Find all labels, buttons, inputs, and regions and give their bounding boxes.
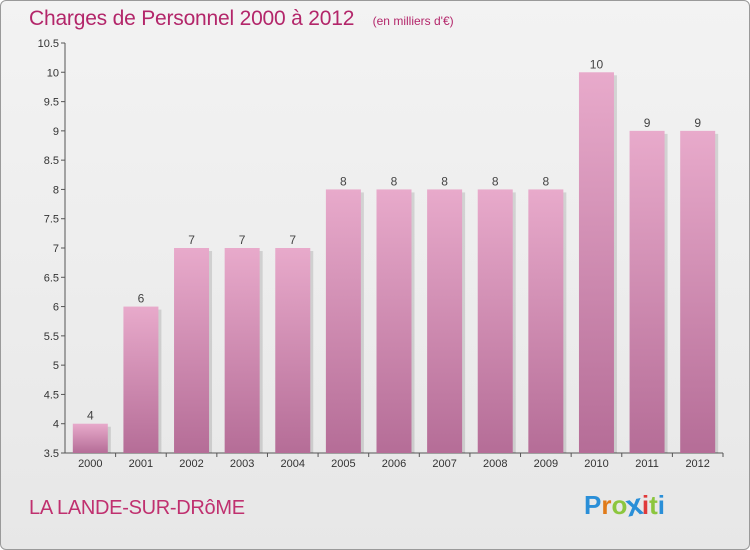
y-tick-label: 9.5 bbox=[44, 97, 59, 109]
title-row: Charges de Personnel 2000 à 2012 (en mil… bbox=[29, 7, 454, 31]
chart-title: Charges de Personnel 2000 à 2012 bbox=[29, 7, 355, 30]
x-tick-label: 2004 bbox=[281, 458, 305, 470]
value-label: 7 bbox=[188, 233, 195, 247]
bar-2007 bbox=[427, 189, 463, 453]
x-tick-label: 2008 bbox=[483, 458, 507, 470]
bar-2004 bbox=[275, 248, 311, 453]
y-tick-label: 8 bbox=[53, 184, 59, 196]
y-tick-label: 7 bbox=[53, 243, 59, 255]
x-tick-label: 2010 bbox=[584, 458, 608, 470]
logo-letter: P bbox=[584, 490, 602, 520]
value-label: 9 bbox=[644, 116, 651, 130]
bar-2006 bbox=[376, 189, 412, 453]
value-label: 6 bbox=[138, 292, 145, 306]
logo-letter: r bbox=[601, 490, 612, 520]
value-label: 8 bbox=[441, 174, 448, 188]
value-label: 8 bbox=[391, 174, 398, 188]
bars: 4 6 7 7 7 8 8 8 8 8 10 9 9 bbox=[72, 57, 719, 454]
bar-2012 bbox=[680, 130, 716, 453]
value-label: 4 bbox=[87, 409, 94, 423]
value-label: 9 bbox=[694, 116, 701, 130]
x-tick-label: 2000 bbox=[78, 458, 102, 470]
logo-letter: i bbox=[657, 490, 665, 520]
y-tick-label: 10.5 bbox=[38, 38, 59, 50]
bar-2002 bbox=[174, 248, 210, 453]
bar-2001 bbox=[123, 306, 159, 453]
x-tick-label: 2009 bbox=[534, 458, 558, 470]
bar-2005 bbox=[325, 189, 361, 453]
value-label: 8 bbox=[340, 174, 347, 188]
y-tick-label: 9 bbox=[53, 126, 59, 138]
y-tick-label: 3.5 bbox=[44, 448, 59, 460]
logo-letter: i bbox=[641, 490, 650, 520]
value-label: 8 bbox=[492, 174, 499, 188]
y-tick-label: 8.5 bbox=[44, 155, 59, 167]
y-tick-label: 6.5 bbox=[44, 272, 59, 284]
x-tick-label: 2003 bbox=[230, 458, 254, 470]
y-tick-label: 5 bbox=[53, 360, 59, 372]
y-tick-label: 10 bbox=[47, 67, 59, 79]
x-tick-label: 2007 bbox=[432, 458, 456, 470]
x-tick-label: 2005 bbox=[331, 458, 355, 470]
bar-2010 bbox=[578, 72, 614, 454]
x-tick-label: 2001 bbox=[129, 458, 153, 470]
commune-name: LA LANDE-SUR-DRôME bbox=[29, 497, 245, 519]
value-label: 7 bbox=[289, 233, 296, 247]
y-axis: 3.5 4 4.5 5 5.5 6 6.5 7 7.5 8 8.5 9 9.5 10 10.5 bbox=[38, 38, 66, 460]
bar-2011 bbox=[629, 130, 665, 453]
bar-2009 bbox=[528, 189, 564, 453]
bar-2000 bbox=[72, 423, 108, 453]
proxiti-logo: Proxiti bbox=[584, 486, 665, 523]
y-tick-label: 7.5 bbox=[44, 214, 59, 226]
x-tick-label: 2011 bbox=[635, 458, 659, 470]
x-tick-label: 2012 bbox=[685, 458, 709, 470]
logo-letter: o bbox=[611, 490, 628, 520]
x-axis: 2000 2001 2002 2003 2004 2005 2006 2007 2008 2009… bbox=[65, 452, 724, 470]
value-label: 8 bbox=[543, 174, 550, 188]
x-tick-label: 2006 bbox=[382, 458, 406, 470]
chart-subtitle: (en milliers d'€) bbox=[372, 14, 454, 28]
y-tick-label: 4.5 bbox=[44, 389, 59, 401]
y-tick-label: 5.5 bbox=[44, 331, 59, 343]
value-label: 10 bbox=[590, 57, 604, 71]
bar-2008 bbox=[477, 189, 513, 453]
y-tick-label: 4 bbox=[53, 419, 59, 431]
bar-2003 bbox=[224, 248, 260, 453]
y-tick-label: 6 bbox=[53, 302, 59, 314]
logo-letter: t bbox=[649, 490, 658, 520]
value-label: 7 bbox=[239, 233, 246, 247]
x-tick-label: 2002 bbox=[179, 458, 203, 470]
